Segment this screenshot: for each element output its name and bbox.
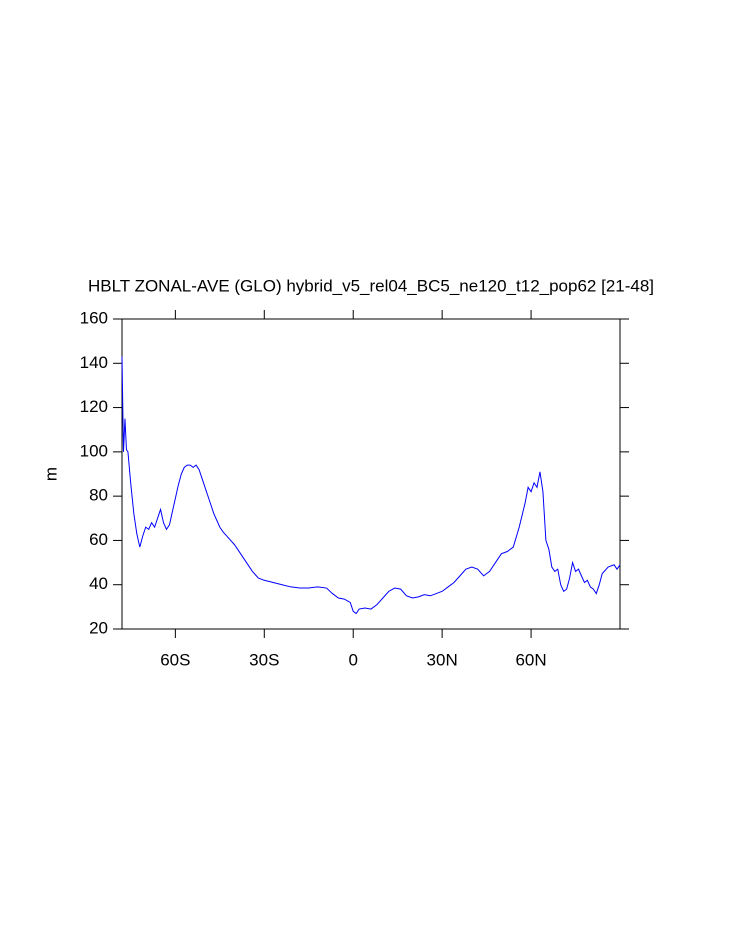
y-axis-label: m [41,467,60,481]
y-tick-label: 160 [80,308,108,327]
x-tick-label: 60S [160,650,190,669]
y-tick-label: 60 [89,530,108,549]
x-tick-label: 0 [348,650,357,669]
x-tick-label: 30N [427,650,458,669]
y-tick-label: 100 [80,441,108,460]
data-line [121,356,621,615]
x-tick-label: 30S [249,650,279,669]
x-tick-label: 60N [515,650,546,669]
chart-title: HBLT ZONAL-AVE (GLO) hybrid_v5_rel04_BC5… [88,276,654,295]
y-tick-label: 140 [80,353,108,372]
y-tick-label: 120 [80,397,108,416]
plot-frame [121,318,621,630]
y-tick-label: 20 [89,618,108,637]
y-tick-label: 80 [89,486,108,505]
y-tick-label: 40 [89,574,108,593]
